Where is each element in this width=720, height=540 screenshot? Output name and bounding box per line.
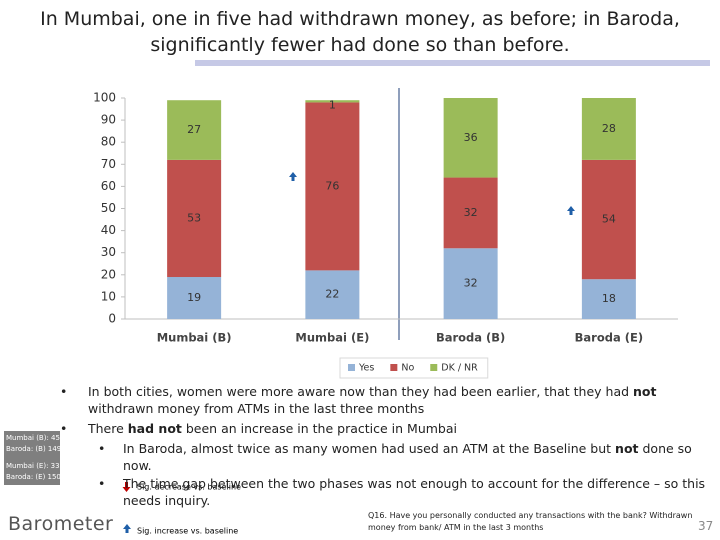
data-label: 36: [464, 131, 478, 144]
data-label: 54: [602, 213, 616, 226]
bar-segment: [167, 100, 222, 160]
bar-segment: [167, 277, 222, 319]
bullet-text-part: not: [615, 441, 639, 456]
y-tick-label: 10: [101, 289, 116, 303]
bar-segment: [443, 98, 498, 178]
bullet-text-part: The time gap between the two phases was …: [123, 476, 706, 508]
data-label: 28: [602, 122, 616, 135]
legend-swatch: [390, 364, 398, 371]
bullet-marker: •: [98, 441, 106, 456]
bar-segment: [581, 159, 636, 280]
data-label: 76: [325, 179, 339, 192]
data-label: 32: [464, 277, 478, 290]
bar-segment: [305, 270, 360, 319]
bullet-marker: •: [60, 421, 68, 436]
data-label: 18: [602, 292, 616, 305]
sample-size-box: Mumbai (B): 457 Baroda: (B) 149 Mumbai (E)…: [4, 431, 65, 485]
y-tick-label: 20: [101, 267, 116, 281]
bullet-item: • In Baroda, almost twice as many women h…: [98, 440, 715, 474]
bar-segment: [305, 100, 360, 103]
bar-segment: [581, 98, 636, 160]
footnote: Q16. Have you personally conducted any t…: [368, 511, 693, 532]
y-tick-label: 60: [101, 179, 116, 193]
y-tick-label: 70: [101, 157, 116, 171]
bullet-text-part: had not: [127, 421, 182, 436]
data-label: 19: [187, 291, 201, 304]
sig-decrease-label: Sig. decrease vs. baseline: [137, 483, 241, 492]
x-tick-label: Baroda (B): [436, 331, 505, 345]
sig-increase-arrow: [289, 172, 297, 181]
bullet-text-part: withdrawn money from ATMs in the last th…: [88, 401, 425, 416]
y-tick-label: 40: [101, 223, 116, 237]
y-tick-label: 100: [93, 91, 116, 105]
bullet-text-part: In Baroda, almost twice as many women ha…: [123, 441, 616, 456]
bullet-text: In Baroda, almost twice as many women ha…: [123, 440, 715, 474]
logo: Barometer: [8, 513, 114, 535]
legend-label: No: [401, 363, 414, 374]
bullet-item: • In both cities, women were more aware n…: [60, 383, 715, 417]
bullet-text-part: been an increase in the practice in Mumb…: [181, 421, 457, 436]
y-tick-label: 90: [101, 113, 116, 127]
x-tick-label: Mumbai (B): [157, 331, 232, 345]
bullet-marker: •: [98, 476, 106, 491]
sample-size: Baroda: (B) 149: [6, 445, 62, 453]
bar-segment: [305, 102, 360, 271]
x-tick-label: Mumbai (E): [295, 331, 369, 345]
y-tick-label: 30: [101, 245, 116, 259]
bullet-text-part: There: [88, 421, 128, 436]
bullet-text-part: not: [633, 384, 657, 399]
legend-label: DK / NR: [441, 363, 478, 374]
sig-increase-icon: [123, 524, 131, 533]
y-tick-label: 0: [108, 312, 116, 326]
data-label: 53: [187, 211, 201, 224]
page-number: 37: [698, 519, 714, 533]
bullet-item: • The time gap between the two phases was…: [98, 475, 715, 509]
bullet-text: The time gap between the two phases was …: [123, 475, 715, 509]
bullet-text-part: done so now.: [123, 441, 692, 473]
sample-size: Mumbai (B): 457: [6, 434, 65, 442]
y-tick-label: 80: [101, 135, 116, 149]
sig-increase-arrow: [567, 206, 575, 215]
sample-size: Baroda: (E) 150: [6, 473, 61, 481]
data-label: 27: [187, 123, 201, 136]
legend-swatch: [348, 364, 355, 371]
bullet-text: In both cities, women were more aware no…: [88, 383, 715, 417]
legend-swatch: [430, 364, 438, 371]
bullet-list: • In both cities, women were more aware n…: [60, 383, 715, 510]
slide-title: In Mumbai, one in five had withdrawn mon…: [40, 8, 680, 56]
bullet-text: There had not been an increase in the pr…: [88, 420, 457, 437]
bar-segment: [443, 248, 498, 319]
bar-segment: [443, 177, 498, 249]
data-label: 22: [325, 288, 339, 301]
data-label: 32: [464, 206, 478, 219]
legend-box: [339, 357, 489, 379]
legend-label: Yes: [358, 363, 374, 374]
data-label: 1: [329, 98, 336, 111]
sig-increase-label: Sig. increase vs. baseline: [137, 527, 238, 536]
sig-decrease-icon: [122, 482, 131, 492]
bullet-item: • There had not been an increase in the p…: [60, 420, 715, 437]
bar-segment: [167, 159, 222, 278]
bullet-marker: •: [60, 384, 68, 399]
title-underline: [195, 60, 710, 66]
bar-segment: [581, 279, 636, 319]
bullet-text-part: In both cities, women were more aware no…: [88, 384, 634, 399]
y-tick-label: 50: [101, 201, 116, 215]
sample-size: Mumbai (E): 333: [6, 462, 65, 470]
x-tick-label: Baroda (E): [575, 331, 643, 345]
